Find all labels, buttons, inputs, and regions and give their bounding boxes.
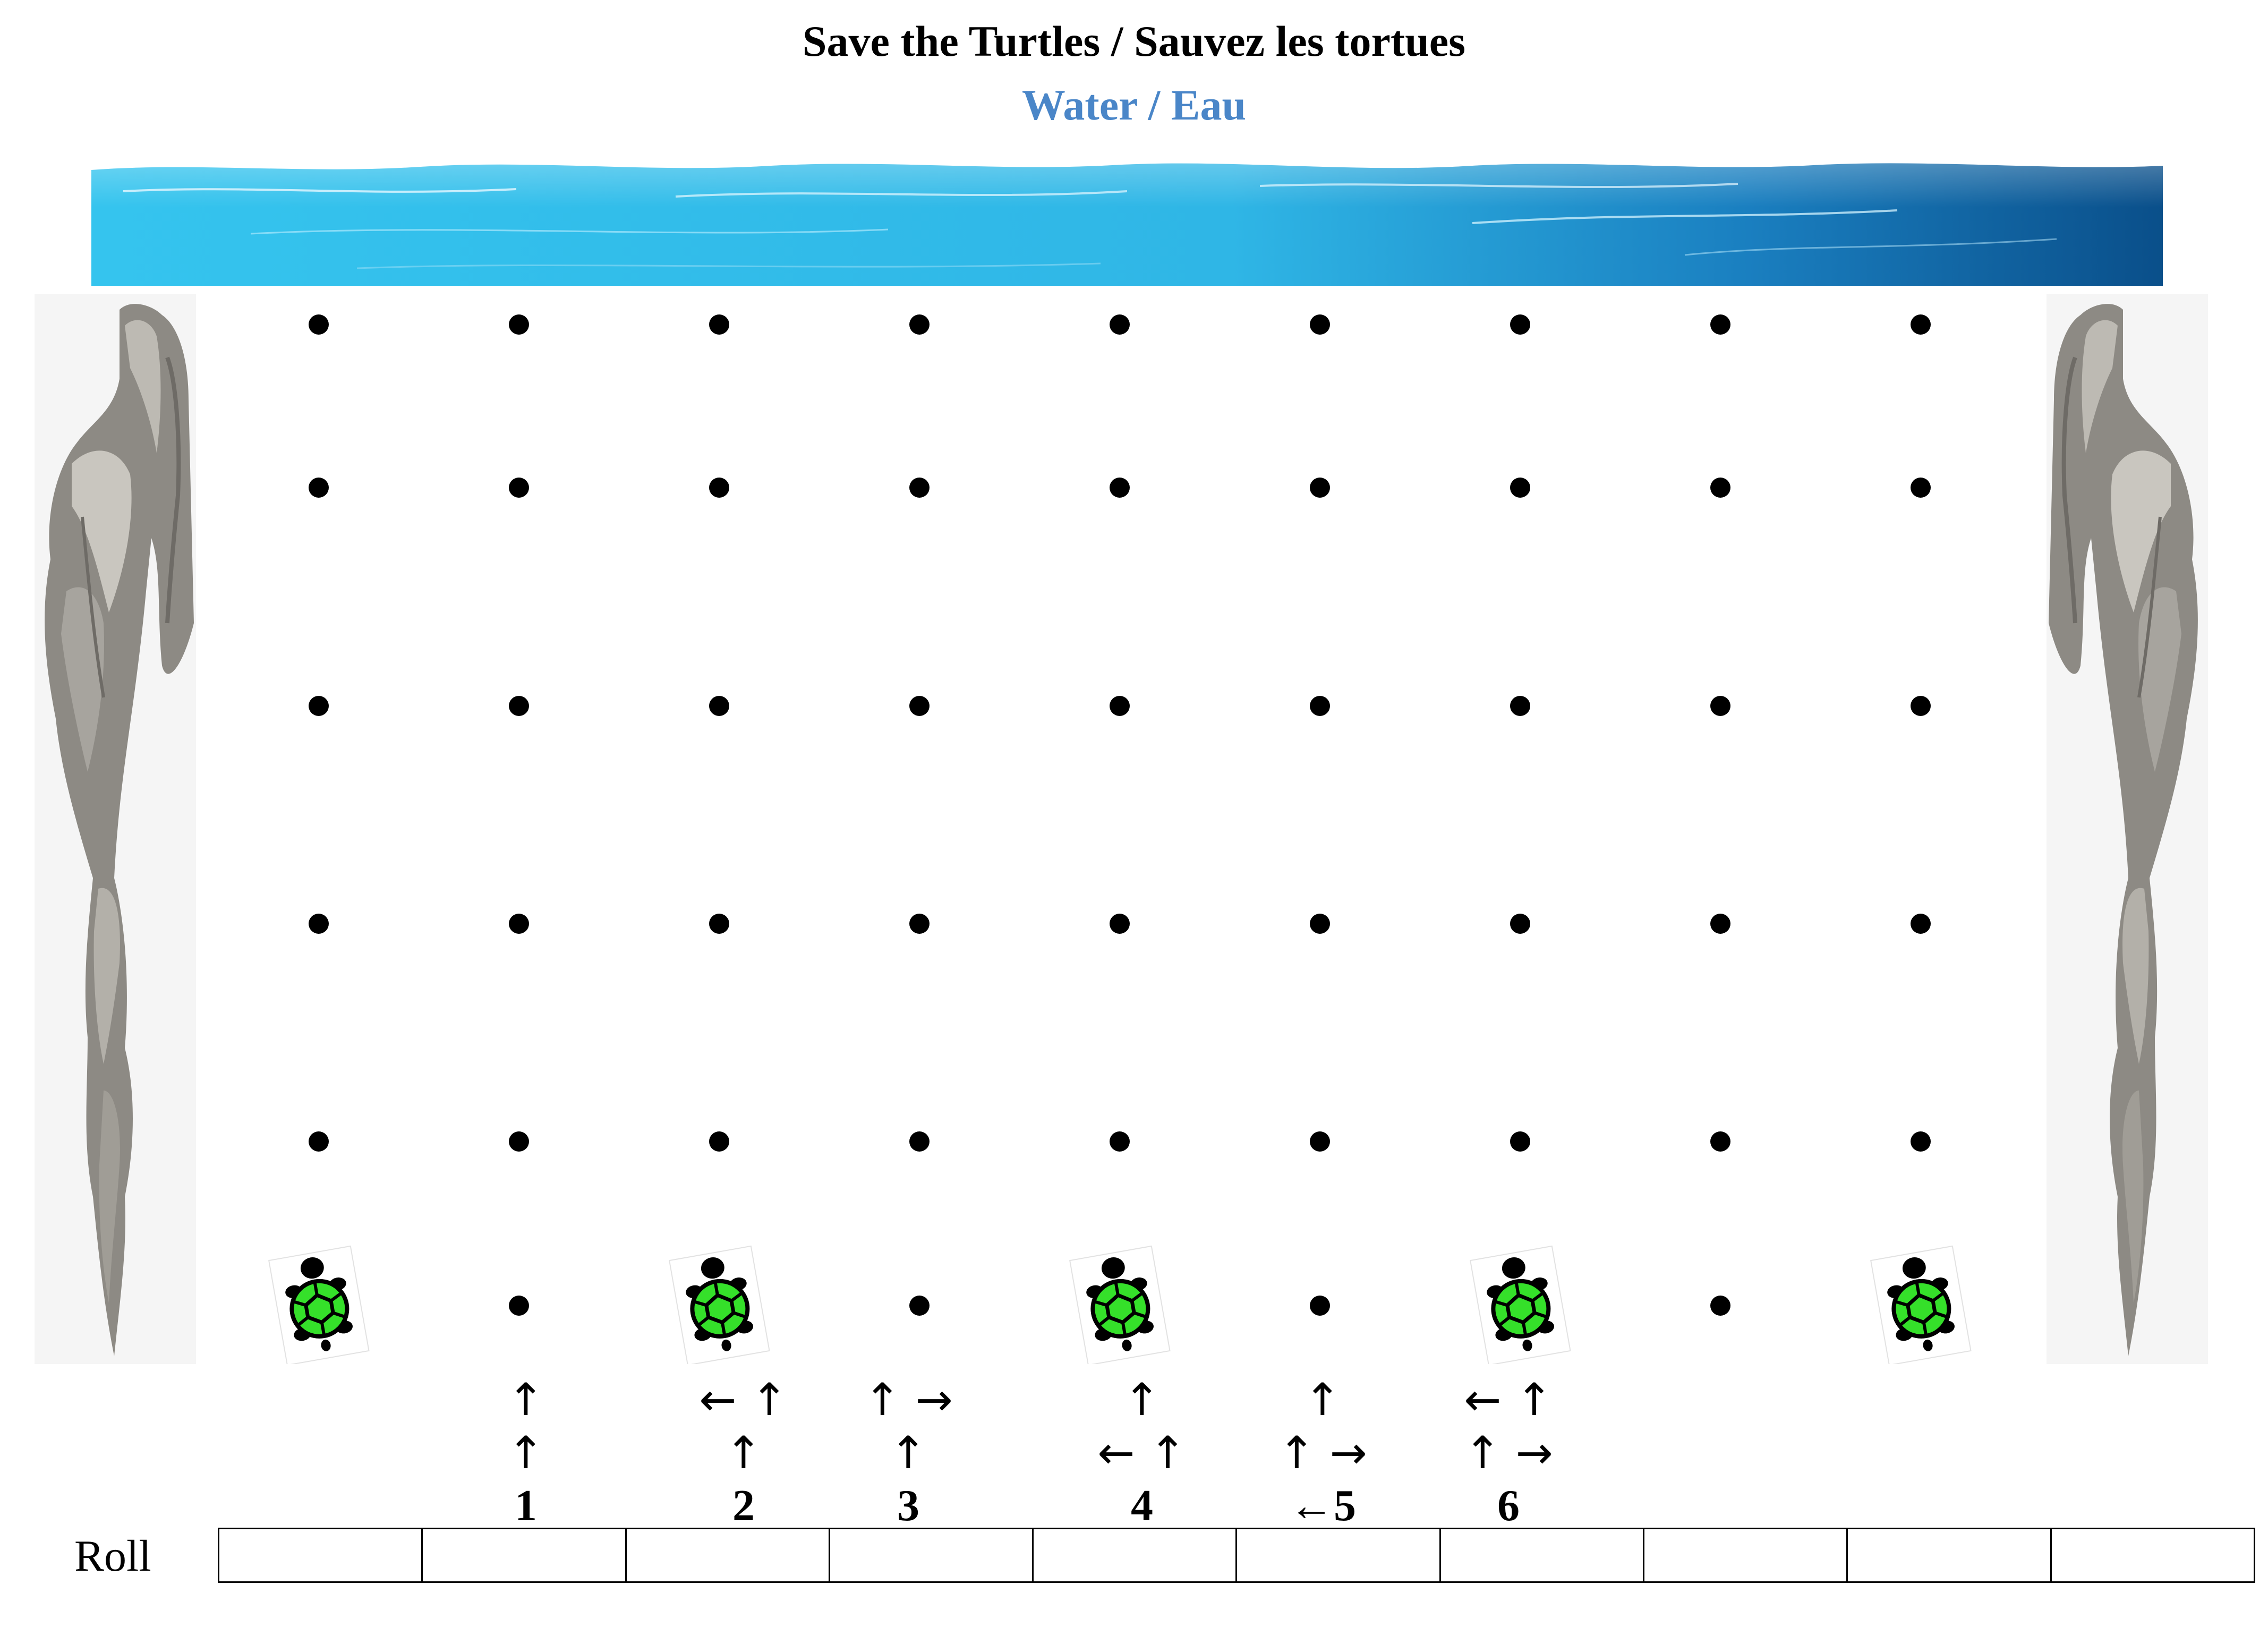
board-dot [909, 1296, 930, 1316]
board-dot [509, 478, 529, 498]
board-dot [1710, 1131, 1730, 1152]
die-number: ←5 [1289, 1481, 1356, 1530]
die-number: 6 [1497, 1481, 1520, 1530]
board-dot [1310, 1131, 1330, 1152]
die-number: 1 [515, 1481, 537, 1530]
rock-cliff-icon [45, 304, 194, 1356]
board-dot [1710, 914, 1730, 934]
board-dot [1310, 314, 1330, 335]
move-arrow: ↑ [507, 1427, 545, 1479]
board-dot [309, 696, 329, 716]
move-arrow: ↑ → [864, 1374, 953, 1426]
die-number: 4 [1131, 1481, 1153, 1530]
board-dot [909, 478, 930, 498]
move-arrow: ↑ [724, 1427, 763, 1479]
board-dot [1310, 696, 1330, 716]
move-arrow: ↑ → [1464, 1427, 1553, 1479]
board-dot [1110, 314, 1130, 335]
turtle-icon[interactable] [1067, 1242, 1173, 1366]
board-dot [309, 314, 329, 335]
turtle-icon[interactable] [1467, 1242, 1573, 1366]
move-arrow: ↑ [1123, 1374, 1161, 1426]
board-dot [709, 696, 729, 716]
turtle-icon[interactable] [266, 1242, 372, 1366]
board-dot [1510, 314, 1530, 335]
roll-row [217, 1528, 2256, 1583]
board-dot [1510, 696, 1530, 716]
page-title: Save the Turtles / Sauvez les tortues [802, 17, 1466, 65]
water-label: Water / Eau [1021, 81, 1247, 129]
move-arrow: ↑ [1303, 1374, 1342, 1426]
board-dot [309, 1131, 329, 1152]
board-dot [1911, 1131, 1931, 1152]
right-cliff [2047, 294, 2208, 1364]
board-dot [709, 914, 729, 934]
board-dot [1510, 1131, 1530, 1152]
board-dot [509, 1296, 529, 1316]
board-dot [1310, 1296, 1330, 1316]
board-dot [1911, 478, 1931, 498]
board-dot [909, 1131, 930, 1152]
roll-cell[interactable] [828, 1528, 1034, 1583]
move-arrow: ← ↑ [1097, 1427, 1187, 1479]
board-dot [1110, 914, 1130, 934]
roll-cell[interactable] [625, 1528, 830, 1583]
board-dot [1911, 314, 1931, 335]
board-dot [1911, 914, 1931, 934]
board-dot [1911, 696, 1931, 716]
roll-cell[interactable] [1643, 1528, 1848, 1583]
board-dot [1110, 1131, 1130, 1152]
roll-cell[interactable] [421, 1528, 627, 1583]
move-arrow: ↑ [889, 1427, 927, 1479]
board-dot [1710, 1296, 1730, 1316]
board-dot [709, 478, 729, 498]
move-arrow: ← ↑ [699, 1374, 788, 1426]
board-dot [1110, 696, 1130, 716]
move-arrow: ↑ [507, 1374, 545, 1426]
board-dot [909, 314, 930, 335]
roll-cell[interactable] [1846, 1528, 2052, 1583]
board-dot [509, 314, 529, 335]
roll-table [217, 1528, 2256, 1583]
board-dot [509, 1131, 529, 1152]
die-number: 2 [732, 1481, 755, 1530]
board-dot [1710, 696, 1730, 716]
board-dot [909, 696, 930, 716]
ocean-water-banner [91, 163, 2163, 286]
roll-cell[interactable] [1235, 1528, 1441, 1583]
roll-cell[interactable] [1439, 1528, 1645, 1583]
board-dot [309, 914, 329, 934]
board-dot [1310, 914, 1330, 934]
move-arrow: ← ↑ [1464, 1374, 1553, 1426]
board-dot [1110, 478, 1130, 498]
move-arrow: ↑ → [1278, 1427, 1367, 1479]
board-dot [1710, 478, 1730, 498]
turtle-icon[interactable] [666, 1242, 772, 1366]
board-dot [709, 1131, 729, 1152]
roll-cell[interactable] [2050, 1528, 2256, 1583]
board-dot [1510, 914, 1530, 934]
board-dot [509, 914, 529, 934]
roll-cell[interactable] [217, 1528, 423, 1583]
board-dot [709, 314, 729, 335]
board-dot [309, 478, 329, 498]
board-dot [509, 696, 529, 716]
roll-cell[interactable] [1032, 1528, 1238, 1583]
rock-cliff-icon [2049, 304, 2198, 1356]
board-dot [1310, 478, 1330, 498]
board-dot [909, 914, 930, 934]
left-cliff [35, 294, 196, 1364]
turtle-icon[interactable] [1868, 1242, 1974, 1366]
board-dot [1710, 314, 1730, 335]
roll-label: Roll [74, 1531, 151, 1581]
die-number: 3 [897, 1481, 919, 1530]
board-dot [1510, 478, 1530, 498]
